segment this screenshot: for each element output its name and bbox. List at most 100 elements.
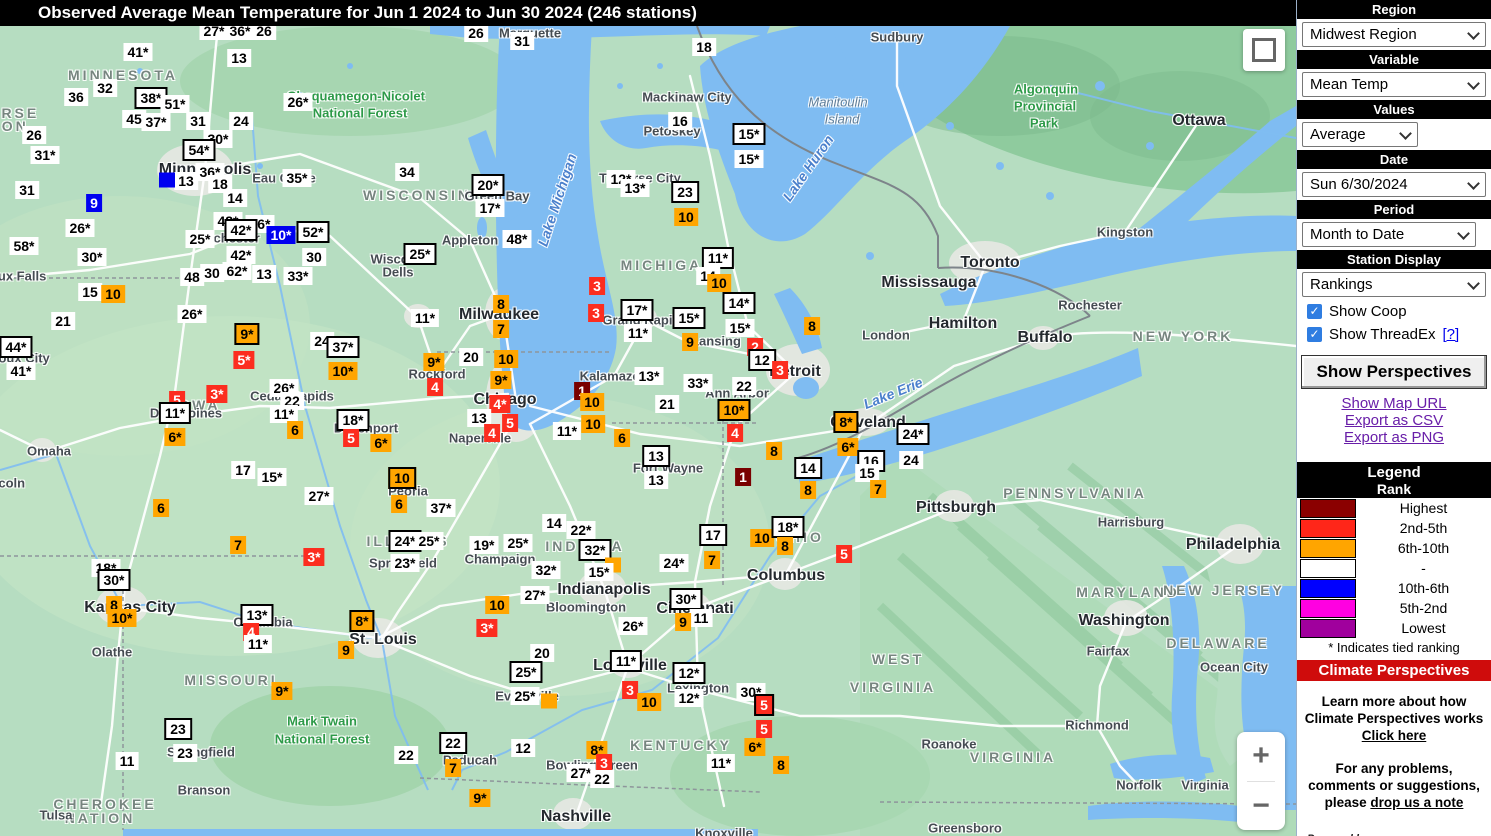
station-marker[interactable]: 30 [302,248,326,266]
station-marker[interactable]: 22 [590,770,614,788]
station-marker[interactable]: 11* [706,754,736,772]
station-marker[interactable]: 41* [123,43,153,61]
station-marker[interactable]: 11* [269,405,299,423]
station-marker[interactable]: 23 [164,718,192,740]
station-marker[interactable]: 30* [97,569,131,591]
station-marker[interactable]: 6* [370,434,392,452]
station-marker[interactable]: 11* [609,650,643,672]
station-marker[interactable]: 10 [580,393,604,411]
station-marker[interactable]: 9* [469,789,491,807]
station-marker[interactable]: 13 [467,409,491,427]
station-marker[interactable]: 4* [489,395,511,413]
station-marker[interactable]: 24 [899,451,923,469]
station-marker[interactable]: 30* [77,248,107,266]
station-marker[interactable]: 10 [485,596,509,614]
station-marker[interactable]: 25* [510,687,540,705]
station-marker[interactable]: 37* [326,336,360,358]
station-marker[interactable]: 8 [800,481,816,499]
station-marker[interactable]: 12 [511,739,535,757]
station-marker[interactable]: 6 [153,499,169,517]
station-marker[interactable]: 13 [644,471,668,489]
show-map-url-link[interactable]: Show Map URL [1341,395,1447,412]
date-select[interactable]: Sun 6/30/2024 [1302,172,1486,197]
station-marker[interactable]: 26* [65,219,95,237]
station-marker[interactable]: 10* [717,399,751,421]
station-marker[interactable]: 15 [78,283,102,301]
station-marker[interactable]: 34 [395,163,419,181]
station-marker[interactable]: 8 [777,537,793,555]
station-marker[interactable]: 14 [542,514,566,532]
station-marker[interactable]: 3* [206,385,228,403]
station-marker[interactable]: 3 [589,277,605,295]
station-marker[interactable]: 10 [674,208,698,226]
drop-us-a-note-link[interactable]: drop us a note [1370,795,1464,810]
station-marker[interactable]: 15* [672,307,706,329]
station-marker[interactable]: 54* [182,139,216,161]
station-marker[interactable]: 13* [634,367,664,385]
station-marker[interactable]: 10 [388,467,416,489]
station-marker[interactable]: 9* [234,323,260,345]
station-marker[interactable]: 5 [343,429,359,447]
station-marker[interactable]: 25* [503,534,533,552]
station-marker[interactable]: 24* [896,423,930,445]
station-marker[interactable]: 1 [735,468,751,486]
station-marker[interactable]: 19* [469,536,499,554]
station-marker[interactable]: 7 [230,536,246,554]
station-marker[interactable]: 11 [689,609,713,627]
station-marker[interactable]: 25* [185,230,215,248]
station-marker[interactable]: 6* [837,438,859,456]
values-select[interactable]: Average [1302,122,1418,147]
station-marker[interactable]: 58* [9,237,39,255]
station-marker[interactable]: 23 [671,181,699,203]
station-marker[interactable]: 26 [464,24,488,42]
show-coop-checkbox[interactable]: Show Coop [1307,303,1481,320]
station-marker[interactable]: 10* [266,226,296,244]
station-marker[interactable]: 41* [6,362,36,380]
station-marker[interactable]: 13* [620,179,650,197]
station-marker[interactable]: 20* [471,174,505,196]
station-marker[interactable]: 23 [173,744,197,762]
station-marker[interactable]: 18 [692,38,716,56]
station-marker[interactable]: 5* [233,351,255,369]
station-marker[interactable]: 18* [336,409,370,431]
station-marker[interactable]: 10 [101,285,125,303]
station-marker[interactable]: 9 [338,641,354,659]
period-select[interactable]: Month to Date [1302,222,1476,247]
station-marker[interactable]: 27* [199,22,229,40]
station-marker[interactable]: 22 [439,732,467,754]
station-marker[interactable]: 5 [756,720,772,738]
region-select[interactable]: Midwest Region [1302,22,1486,47]
station-marker[interactable]: 20 [459,348,483,366]
station-marker[interactable]: 8 [773,756,789,774]
station-marker[interactable]: 18 [208,175,232,193]
station-marker[interactable]: 7 [704,551,720,569]
station-marker[interactable]: 15* [734,150,764,168]
station-marker[interactable]: 26* [618,617,648,635]
station-marker[interactable]: 3* [476,619,498,637]
station-marker[interactable]: 11* [623,324,653,342]
station-marker[interactable]: 4 [427,378,443,396]
station-marker[interactable]: 25* [414,532,444,550]
station-marker[interactable]: 24 [229,112,253,130]
station-marker[interactable]: 10 [581,415,605,433]
station-marker[interactable]: 9* [271,682,293,700]
station-marker[interactable]: 14 [223,189,247,207]
station-marker[interactable]: 17* [475,199,505,217]
station-marker[interactable]: 22* [566,521,596,539]
station-marker[interactable]: 17 [699,524,727,546]
station-marker[interactable]: 5 [754,694,774,716]
station-marker[interactable]: 4 [484,424,500,442]
station-marker[interactable]: 8 [804,317,820,335]
station-marker[interactable]: 15 [855,464,879,482]
station-marker[interactable]: 15* [257,468,287,486]
station-marker[interactable]: 52* [296,221,330,243]
station-marker[interactable]: 14 [794,457,822,479]
station-marker[interactable]: 10* [107,609,137,627]
station-marker[interactable]: 18* [771,516,805,538]
show-perspectives-button[interactable]: Show Perspectives [1301,355,1487,389]
station-marker[interactable]: 9* [490,371,512,389]
variable-select[interactable]: Mean Temp [1302,72,1486,97]
station-marker[interactable]: 31* [30,146,60,164]
station-marker[interactable]: 22 [394,746,418,764]
station-marker[interactable]: 35* [282,169,312,187]
